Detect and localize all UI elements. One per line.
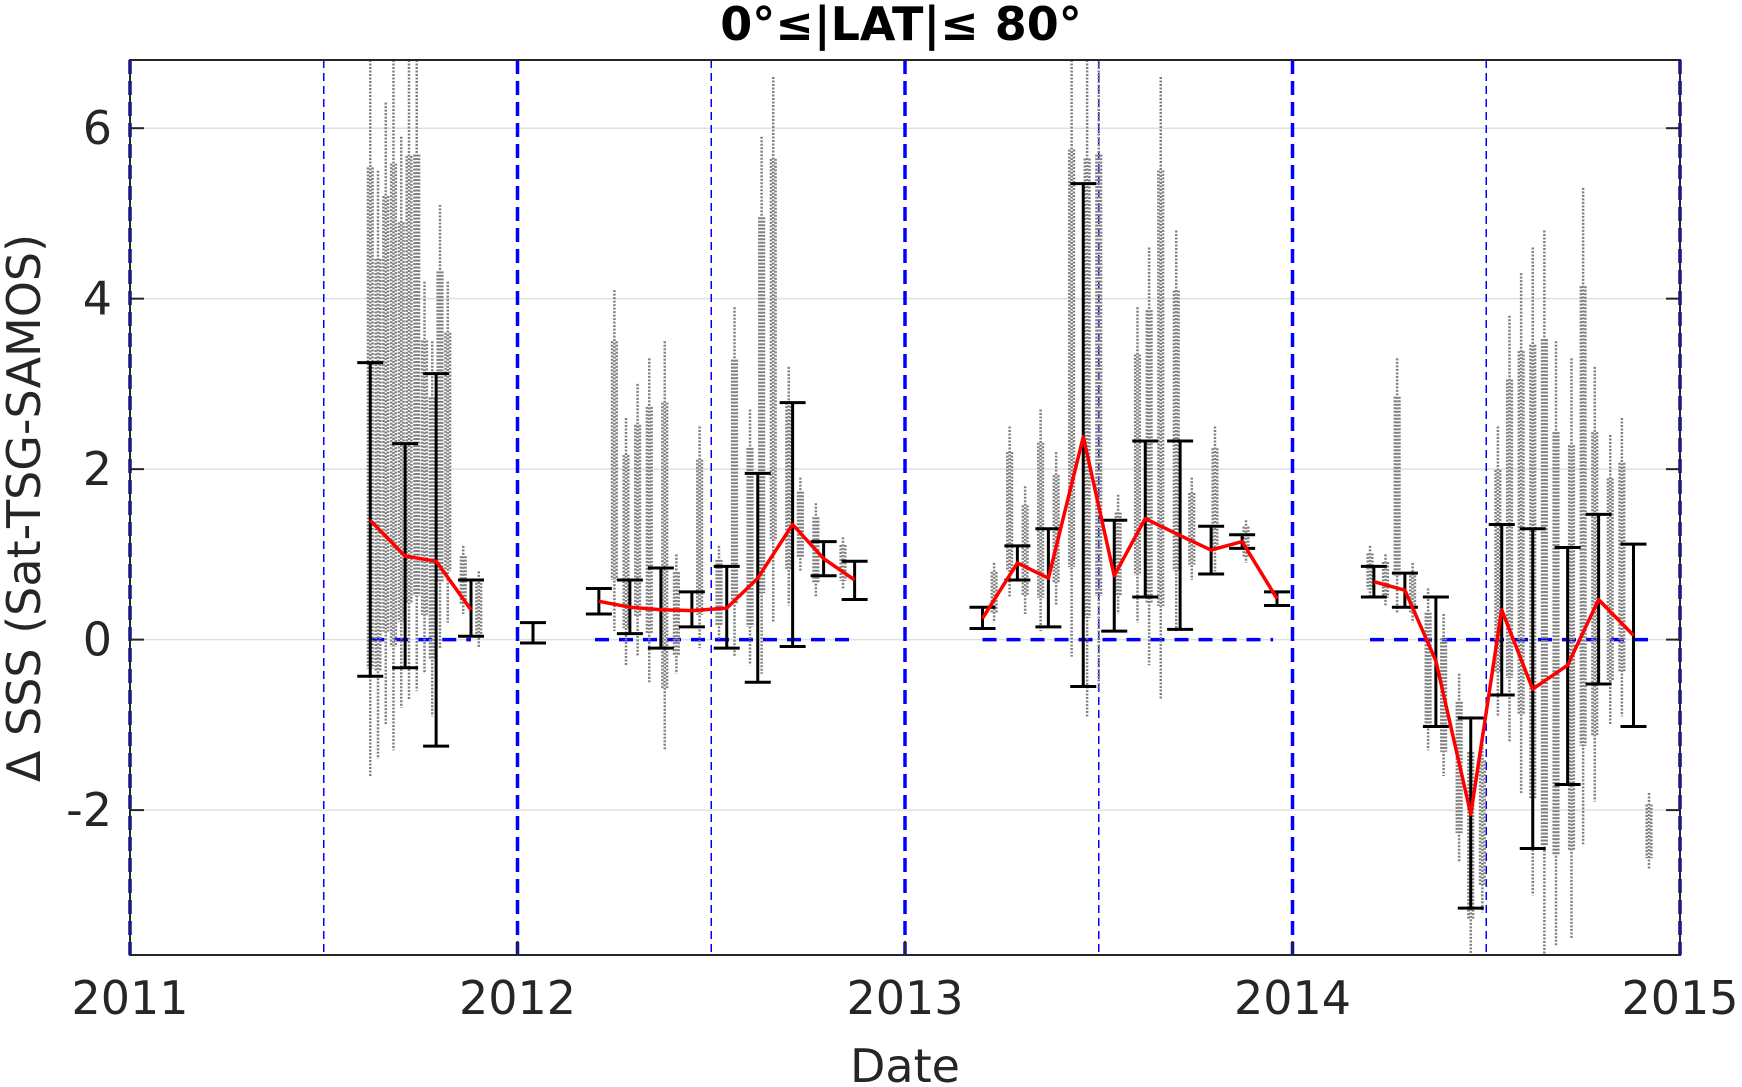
y-tick-label: -2 xyxy=(66,783,112,837)
mean-line xyxy=(368,435,1635,817)
x-axis-ticks: 2011 2012 2013 2014 2015 xyxy=(71,941,1739,1025)
y-tick-label: 4 xyxy=(83,272,112,326)
scatter-points xyxy=(366,60,1653,955)
y-tick-label: 2 xyxy=(83,442,112,496)
error-bars xyxy=(357,182,1647,910)
x-tick-label: 2013 xyxy=(846,971,963,1025)
x-axis-label: Date xyxy=(850,1039,960,1087)
x-tick-label: 2014 xyxy=(1234,971,1351,1025)
year-boundary-lines xyxy=(128,60,1682,955)
y-axis-ticks: -2 0 2 4 6 xyxy=(66,101,1680,837)
mean-line-segment xyxy=(368,519,473,611)
y-axis-label: Δ SSS (Sat-TSG-SAMOS) xyxy=(0,234,51,782)
x-tick-label: 2011 xyxy=(71,971,188,1025)
x-tick-label: 2015 xyxy=(1621,971,1738,1025)
mean-line-segment xyxy=(981,435,1279,620)
mean-line-segment xyxy=(1373,580,1635,817)
x-tick-label: 2012 xyxy=(459,971,576,1025)
y-tick-label: 0 xyxy=(83,613,112,667)
mean-line-segment xyxy=(598,522,856,613)
chart-title: 0°≤|LAT|≤ 80° xyxy=(720,0,1081,52)
y-tick-label: 6 xyxy=(83,101,112,155)
